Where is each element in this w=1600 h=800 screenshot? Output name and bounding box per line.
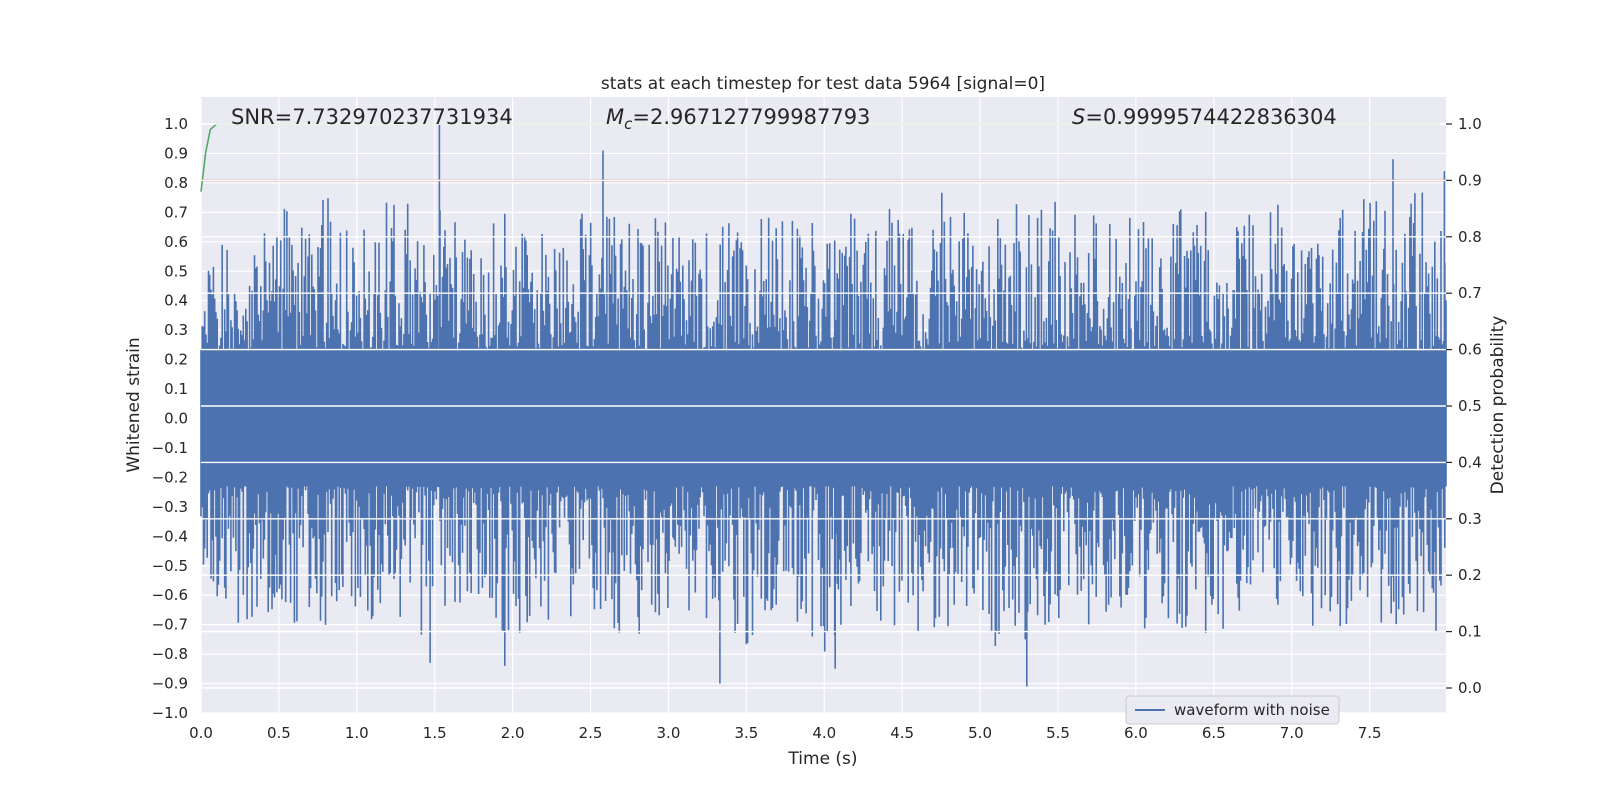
y-tick-label: −0.4 (152, 527, 188, 545)
y2-tick-labels: 1.0 0.9 0.8 0.7 0.6 0.5 0.4 0.3 0.2 0.1 0.0 (1458, 115, 1482, 697)
y2-tick-label: 0.0 (1458, 679, 1482, 697)
y-tick-labels: 1.0 0.9 0.8 0.7 0.6 0.5 0.4 0.3 0.2 0.1 0.0 −0.1 −0.… (152, 115, 188, 722)
y2-tick-label: 0.8 (1458, 228, 1482, 246)
y2-tick-label: 0.5 (1458, 397, 1482, 415)
snr-annotation: SNR=7.732970237731934 (231, 105, 513, 129)
y-tick-label: −0.6 (152, 586, 188, 604)
x-axis-label: Time (s) (787, 749, 857, 769)
y2-tick-label: 0.6 (1458, 341, 1482, 359)
x-tick-label: 5.5 (1046, 724, 1070, 742)
y-tick-label: 0.0 (164, 410, 188, 428)
y-tick-label: −0.7 (152, 616, 188, 634)
waveform-series (200, 124, 1447, 687)
y-tick-label: −0.3 (152, 498, 188, 516)
chart-title: stats at each timestep for test data 596… (601, 74, 1045, 94)
x-tick-label: 1.0 (345, 724, 369, 742)
y-tick-label: −0.9 (152, 675, 188, 693)
x-tick-label: 5.0 (968, 724, 992, 742)
y2-tick-label: 1.0 (1458, 115, 1482, 133)
x-tick-label: 3.0 (657, 724, 681, 742)
detection-statistic-annotation: S=0.9999574422836304 (1072, 105, 1337, 129)
y-tick-label: 0.5 (164, 262, 188, 280)
y-tick-label: 0.3 (164, 321, 188, 339)
y-tick-label: 0.4 (164, 292, 188, 310)
y-tick-label: 0.6 (164, 233, 188, 251)
x-tick-label: 4.0 (812, 724, 836, 742)
y-tick-label: −0.2 (152, 468, 188, 486)
y2-tick-label: 0.2 (1458, 566, 1482, 584)
chirp-mass-value: =2.967127799987793 (632, 105, 870, 129)
y2-tick-label: 0.1 (1458, 623, 1482, 641)
y-tick-label: −1.0 (152, 704, 188, 722)
x-tick-label: 2.5 (579, 724, 603, 742)
x-tick-label: 1.5 (423, 724, 447, 742)
y2-axis-label: Detection probability (1488, 316, 1508, 495)
x-tick-label: 6.0 (1124, 724, 1148, 742)
legend-box (1125, 695, 1340, 725)
y-tick-label: 1.0 (164, 115, 188, 133)
chirp-mass-symbol: M (606, 105, 624, 129)
x-tick-label: 4.5 (890, 724, 914, 742)
x-tick-label: 7.0 (1280, 724, 1304, 742)
x-tick-label: 3.5 (734, 724, 758, 742)
legend-waveform-label: waveform with noise (1174, 701, 1330, 719)
chirp-mass-annotation: Mc=2.967127799987793 (606, 105, 870, 133)
y-tick-label: −0.1 (152, 439, 188, 457)
statistic-value: =0.9999574422836304 (1085, 105, 1336, 129)
y-tick-label: −0.5 (152, 557, 188, 575)
y-tick-label: 0.1 (164, 380, 188, 398)
y2-tick-label: 0.4 (1458, 453, 1482, 471)
legend: waveform with noise (1125, 695, 1340, 725)
statistic-symbol: S (1072, 105, 1085, 129)
x-tick-label: 7.5 (1358, 724, 1382, 742)
y-tick-label: 0.7 (164, 203, 188, 221)
x-tick-label: 2.0 (501, 724, 525, 742)
chirp-mass-subscript: c (624, 115, 633, 133)
x-tick-labels: 0.0 0.5 1.0 1.5 2.0 2.5 3.0 3.5 4.0 4.5 5.0 5.5 6.0 6… (189, 724, 1382, 742)
y-tick-label: −0.8 (152, 645, 188, 663)
y-tick-label: 0.8 (164, 174, 188, 192)
x-tick-label: 0.5 (267, 724, 291, 742)
y2-tick-label: 0.7 (1458, 284, 1482, 302)
y2-tick-label: 0.9 (1458, 171, 1482, 189)
y2-tick-label: 0.3 (1458, 510, 1482, 528)
x-tick-label: 6.5 (1202, 724, 1226, 742)
y-tick-label: 0.9 (164, 144, 188, 162)
y2-gridlines (201, 123, 1452, 689)
y-axis-label: Whitened strain (124, 337, 144, 472)
x-tick-label: 0.0 (189, 724, 213, 742)
y-tick-label: 0.2 (164, 351, 188, 369)
